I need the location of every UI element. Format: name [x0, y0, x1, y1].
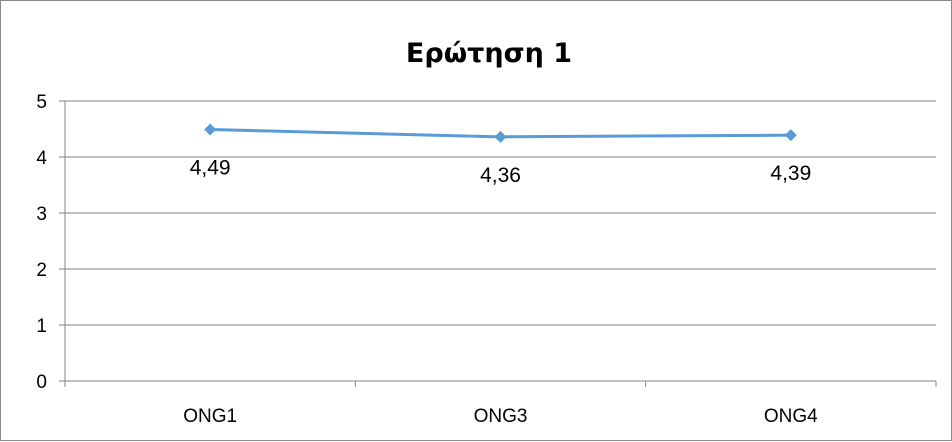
data-label: 4,36 — [480, 164, 521, 187]
y-tick-label: 2 — [36, 260, 47, 281]
data-label: 4,39 — [770, 162, 811, 185]
x-tick-label: ONG4 — [764, 406, 818, 427]
gridlines — [65, 100, 936, 326]
x-tick-label: ONG3 — [474, 406, 528, 427]
x-tick-label: ONG1 — [183, 406, 237, 427]
y-tick-label: 4 — [36, 148, 47, 169]
y-tick-label: 0 — [36, 372, 47, 393]
axes: 0 1 2 3 4 5 ONG1 ONG3 ONG4 — [36, 92, 937, 427]
chart-title: Ερώτηση 1 — [406, 38, 572, 69]
data-point — [204, 123, 217, 136]
data-point — [784, 129, 797, 142]
series-layer — [204, 123, 797, 143]
data-label: 4,49 — [190, 157, 231, 180]
y-tick-label: 3 — [36, 204, 47, 225]
y-tick-label: 5 — [36, 92, 47, 113]
labels-layer: 4,49 4,36 4,39 — [190, 157, 812, 187]
y-tick-label: 1 — [36, 316, 47, 337]
data-point — [494, 130, 507, 143]
